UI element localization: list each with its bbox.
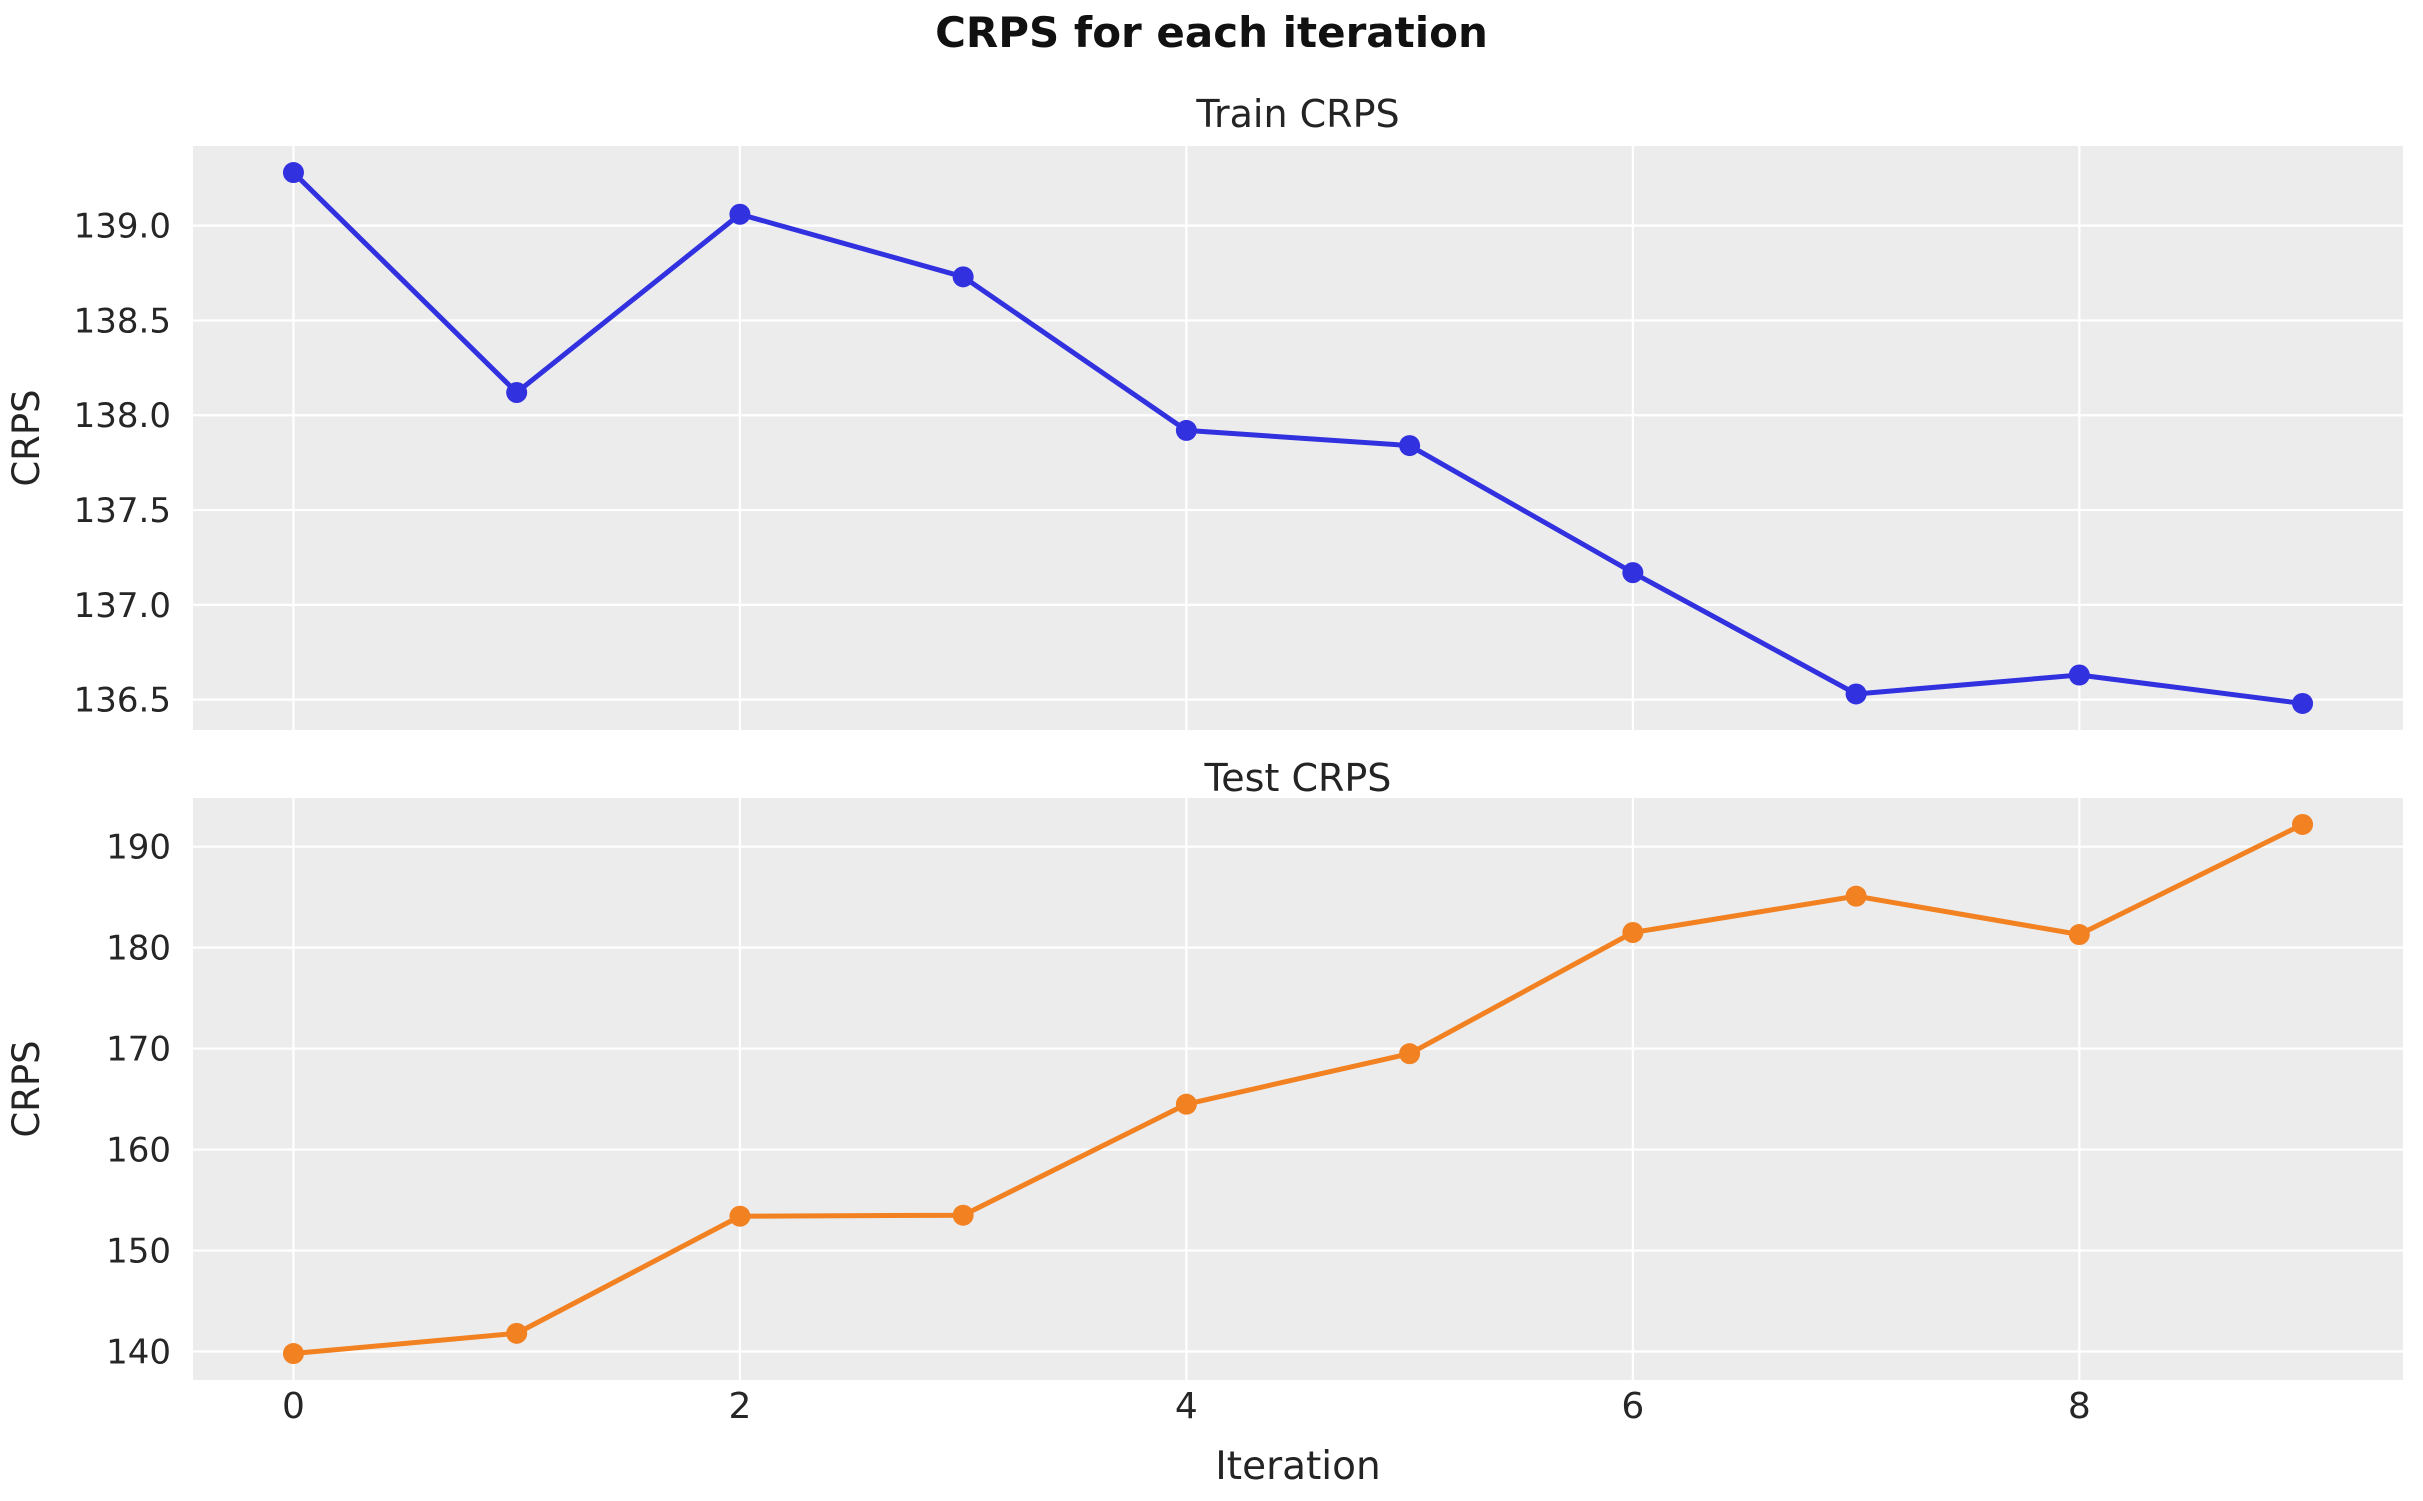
train-chart-title: Train CRPS: [1196, 92, 1400, 136]
figure-title: CRPS for each iteration: [935, 8, 1488, 57]
y-tick-label: 138.5: [74, 301, 171, 341]
test-data-point: [952, 1204, 974, 1226]
y-tick-label: 139.0: [74, 207, 171, 247]
y-tick-label: 137.0: [74, 586, 171, 626]
test-data-point: [1399, 1043, 1421, 1065]
train-data-point: [729, 203, 751, 225]
test-chart-title: Test CRPS: [1204, 756, 1392, 800]
test-series-line: [290, 821, 2306, 1357]
test-data-point: [729, 1205, 751, 1227]
y-tick-label: 137.5: [74, 491, 171, 531]
y-tick-label: 138.0: [74, 396, 171, 436]
x-tick-label: 4: [1175, 1386, 1198, 1427]
train-data-point: [1399, 435, 1421, 457]
train-data-point: [506, 381, 528, 403]
y-tick-label: 150: [106, 1231, 171, 1271]
test-data-point: [2068, 924, 2090, 946]
train-series-line: [290, 170, 2306, 706]
y-tick-label: 190: [106, 828, 171, 868]
x-axis-label: Iteration: [1215, 1444, 1381, 1489]
test-data-point: [2292, 813, 2314, 835]
train-data-point: [952, 266, 974, 288]
x-tick-label: 0: [282, 1386, 305, 1427]
test-data-point: [1175, 1093, 1197, 1115]
test-data-point: [282, 1343, 304, 1365]
x-tick-label: 8: [2068, 1386, 2091, 1427]
train-data-point: [1175, 419, 1197, 441]
x-tick-label: 2: [728, 1386, 751, 1427]
test-data-point: [1622, 921, 1644, 943]
train-data-point: [282, 162, 304, 184]
y-tick-label: 180: [106, 929, 171, 969]
train-data-point: [2292, 692, 2314, 714]
test-chart-canvas: 140 150 160 170 180 190 0 2 4 6 8: [106, 798, 2403, 1427]
test-data-point: [506, 1322, 528, 1344]
train-chart-canvas: 136.5 137.0 137.5 138.0 138.5 139.0: [74, 146, 2403, 730]
y-tick-label: 140: [106, 1332, 171, 1372]
train-data-point: [2068, 664, 2090, 686]
y-tick-label: 136.5: [74, 681, 171, 721]
train-data-point: [1845, 683, 1867, 705]
test-data-point: [1845, 885, 1867, 907]
x-tick-label: 6: [1621, 1386, 1644, 1427]
y-tick-label: 170: [106, 1030, 171, 1070]
train-data-point: [1622, 562, 1644, 584]
y-tick-label: 160: [106, 1130, 171, 1170]
test-plot-area: [193, 798, 2403, 1380]
